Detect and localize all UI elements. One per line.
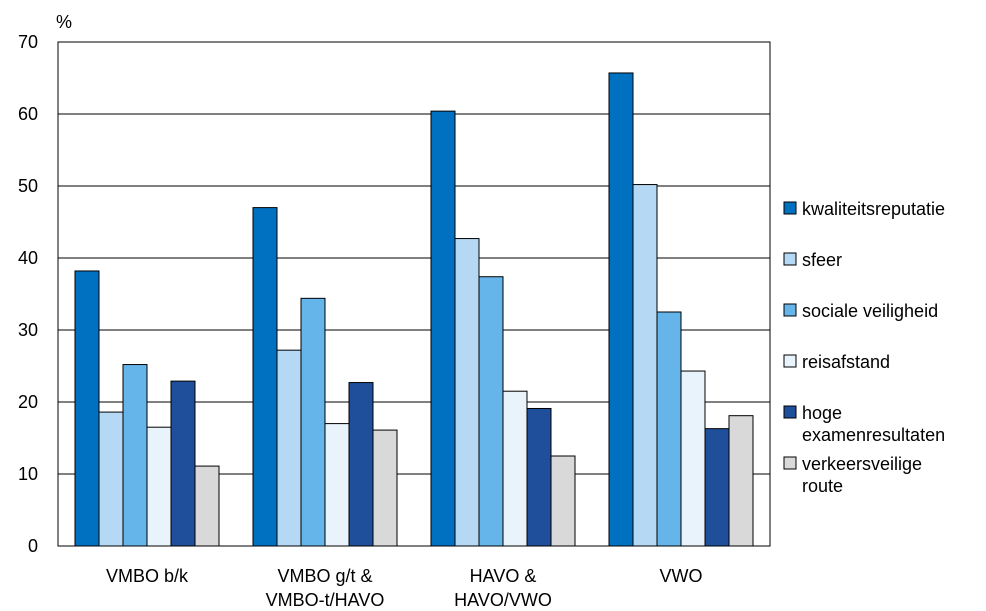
x-category-label: HAVO & <box>470 566 537 586</box>
legend-label: kwaliteitsreputatie <box>802 199 945 219</box>
y-tick-label: 10 <box>18 464 38 484</box>
bar <box>74 270 100 547</box>
y-tick-label: 40 <box>18 248 38 268</box>
legend-label: reisafstand <box>802 352 890 372</box>
x-category-label: VMBO g/t & <box>277 566 372 586</box>
bar <box>704 428 730 547</box>
bar <box>194 465 220 547</box>
bar <box>608 72 634 547</box>
x-category-label: HAVO/VWO <box>454 590 552 610</box>
y-tick-label: 50 <box>18 176 38 196</box>
bars <box>74 72 754 547</box>
bar <box>502 390 528 547</box>
legend-swatch <box>783 405 797 419</box>
bar <box>632 184 658 547</box>
bar <box>252 207 278 547</box>
x-category-label: VMBO b/k <box>106 566 189 586</box>
y-tick-label: 30 <box>18 320 38 340</box>
bar <box>324 423 350 547</box>
plot-area-border <box>57 41 771 547</box>
bar <box>656 311 682 547</box>
y-tick-label: 70 <box>18 32 38 52</box>
bar <box>146 426 172 547</box>
legend-label: sociale veiligheid <box>802 301 938 321</box>
bar <box>122 364 148 547</box>
legend-swatch <box>783 252 797 266</box>
bar <box>728 415 754 547</box>
bar <box>430 110 456 547</box>
bar <box>300 297 326 547</box>
plot-frame <box>57 41 771 547</box>
bar <box>478 276 504 547</box>
x-category-label: VWO <box>660 566 703 586</box>
y-axis-unit-label: % <box>56 12 72 32</box>
bar <box>98 411 124 547</box>
legend-label: examenresultaten <box>802 425 945 445</box>
bar <box>170 380 196 547</box>
bar <box>454 238 480 547</box>
bar <box>680 370 706 547</box>
x-axis-category-labels: VMBO b/k VMBO g/t & VMBO-t/HAVO HAVO & HAVO/… <box>106 566 703 610</box>
y-tick-label: 0 <box>28 536 38 556</box>
bar <box>526 407 552 547</box>
y-axis-ticks: 0 10 20 30 40 50 60 70 <box>18 32 38 556</box>
bar <box>348 382 374 547</box>
legend-label: sfeer <box>802 250 842 270</box>
legend-swatch <box>783 201 797 215</box>
bar <box>276 349 302 547</box>
legend-swatch <box>783 456 797 470</box>
legend-label: hoge <box>802 403 842 423</box>
legend-swatch <box>783 303 797 317</box>
x-category-label: VMBO-t/HAVO <box>266 590 385 610</box>
legend-label: route <box>802 476 843 496</box>
bar <box>550 455 576 547</box>
legend: kwaliteitsreputatie sfeer sociale veilighe… <box>783 199 945 496</box>
legend-label: verkeersveilige <box>802 454 922 474</box>
y-tick-label: 60 <box>18 104 38 124</box>
bar <box>372 429 398 547</box>
legend-swatch <box>783 354 797 368</box>
y-tick-label: 20 <box>18 392 38 412</box>
